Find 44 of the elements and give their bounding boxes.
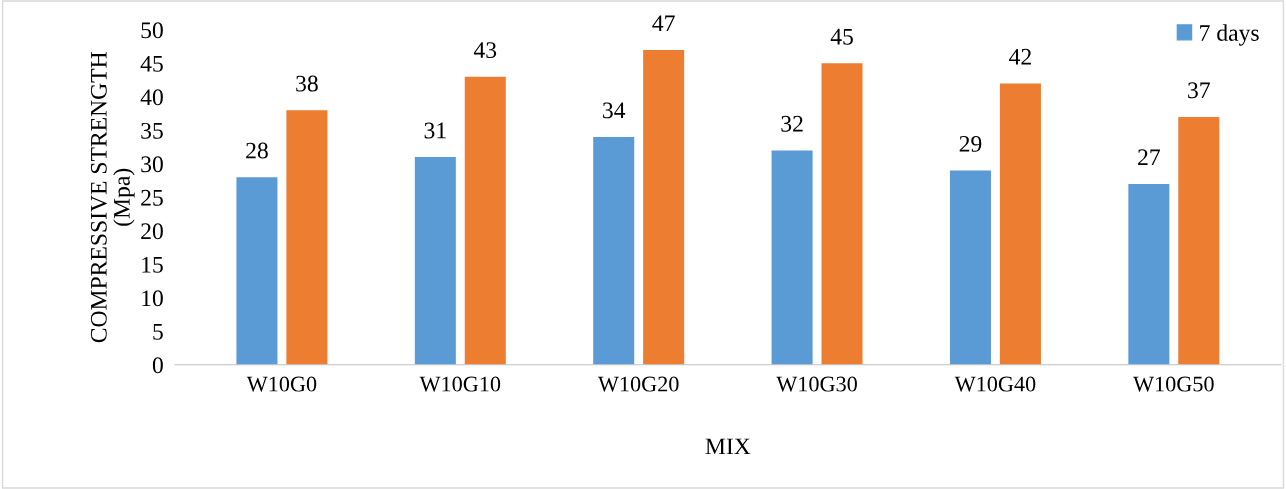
x-axis-title: MIX <box>705 438 751 455</box>
x-tick-label: W10G10 <box>419 376 501 392</box>
legend-label: 7 days <box>1200 24 1259 46</box>
x-tick-label: W10G0 <box>246 376 317 392</box>
y-tick-label: 40 <box>140 89 163 106</box>
data-label: 27 <box>1138 149 1160 165</box>
data-label: 32 <box>781 115 803 132</box>
x-tick-label: W10G20 <box>597 376 679 392</box>
y-tick-label: 5 <box>153 324 163 340</box>
data-label: 42 <box>1009 48 1031 65</box>
bar <box>949 170 991 365</box>
y-tick-label: 25 <box>141 189 163 206</box>
y-tick-label: 35 <box>141 122 163 139</box>
data-label: 43 <box>473 42 497 59</box>
data-label: 37 <box>1188 82 1210 99</box>
y-tick-label: 45 <box>140 55 163 72</box>
y-tick-label: 15 <box>142 256 163 273</box>
x-tick-label: W10G50 <box>1133 376 1214 392</box>
y-axis-title: COMPRESSIVE STRENGTH (Mpa) <box>90 52 135 343</box>
data-label: 31 <box>424 122 446 139</box>
y-tick-label: 20 <box>141 223 163 240</box>
bar <box>414 157 456 365</box>
bar <box>1128 183 1170 365</box>
x-tick-label: W10G40 <box>954 376 1036 392</box>
y-tick-label: 50 <box>141 22 163 39</box>
data-label: 29 <box>959 135 982 152</box>
bar <box>1178 116 1220 365</box>
bar <box>771 150 813 365</box>
data-label: 45 <box>830 28 853 45</box>
y-tick-label: 30 <box>141 156 163 173</box>
y-tick-label: 10 <box>142 290 163 307</box>
bar <box>643 49 685 365</box>
data-label: 38 <box>296 75 318 92</box>
y-tick-label: 0 <box>152 357 163 374</box>
bar <box>593 137 635 365</box>
data-label: 34 <box>603 102 626 119</box>
bar <box>821 63 863 365</box>
bar <box>464 76 506 365</box>
bar <box>286 110 328 365</box>
bar <box>999 83 1041 365</box>
bar <box>236 177 278 365</box>
data-label: 28 <box>246 142 268 159</box>
x-tick-label: W10G30 <box>776 376 857 392</box>
data-label: 47 <box>652 15 675 32</box>
